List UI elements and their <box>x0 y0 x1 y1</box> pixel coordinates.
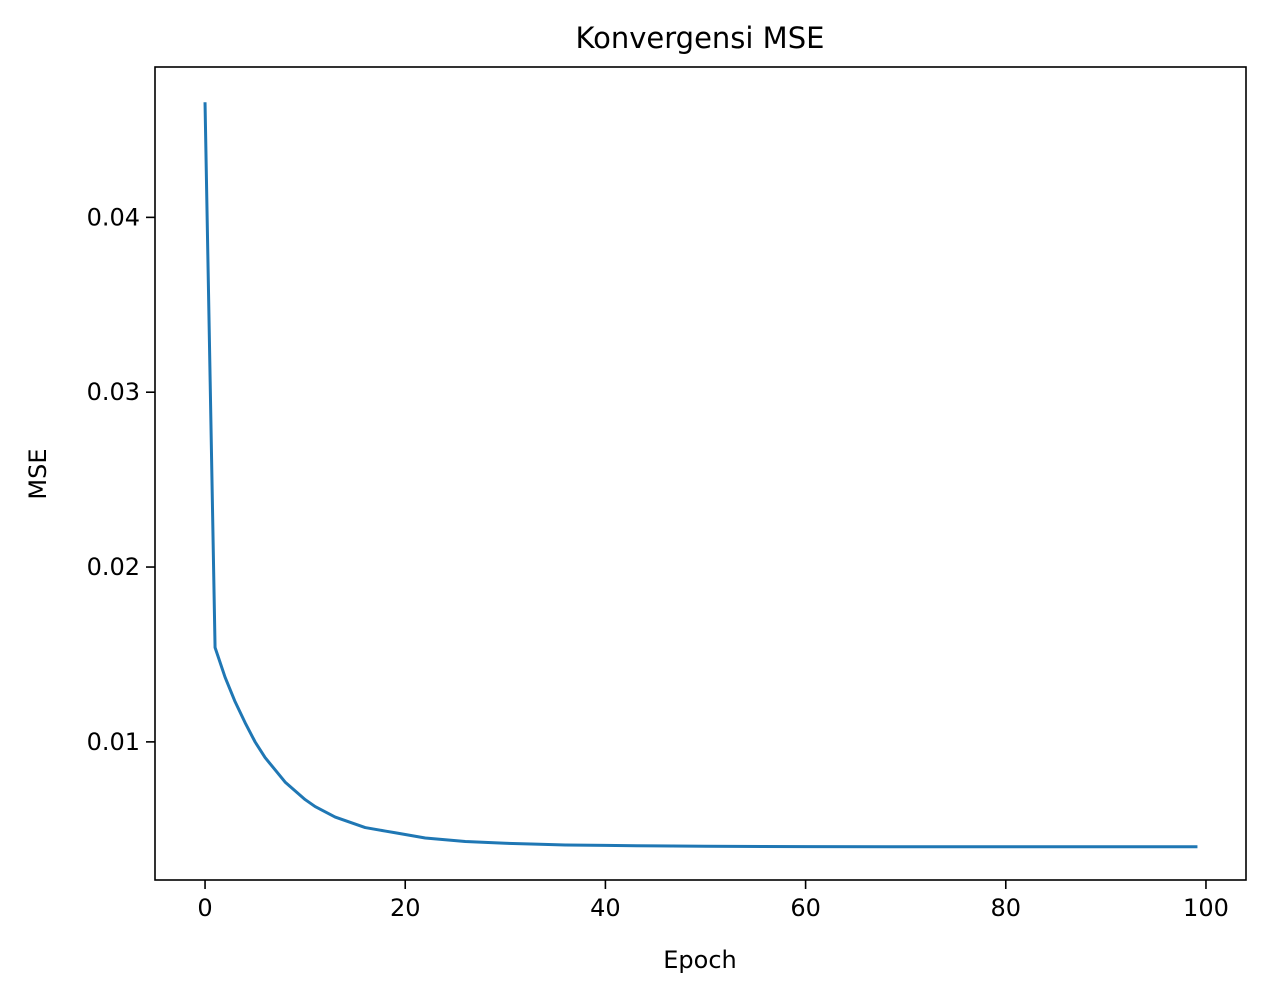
y-tick-label: 0.04 <box>87 203 140 231</box>
x-axis-label: Epoch <box>663 946 737 974</box>
y-tick-label: 0.01 <box>87 728 140 756</box>
plot-background <box>155 67 1246 880</box>
series-layer <box>203 102 1198 849</box>
x-tick-label: 60 <box>790 894 821 922</box>
plot-frame <box>154 66 1247 881</box>
x-tick-label: 80 <box>991 894 1022 922</box>
y-tick-label: 0.03 <box>87 378 140 406</box>
y-tick-label: 0.02 <box>87 553 140 581</box>
x-axis-ticks: 0 20 40 60 80 100 <box>197 880 1229 922</box>
y-axis-label: MSE <box>24 448 52 499</box>
x-tick-label: 40 <box>590 894 621 922</box>
x-tick-label: 0 <box>197 894 212 922</box>
plot-area <box>154 66 1247 881</box>
chart-title: Konvergensi MSE <box>576 21 825 55</box>
series-line-0 <box>203 102 1198 849</box>
y-axis-ticks: 0.01 0.02 0.03 0.04 <box>87 203 155 756</box>
x-tick-label: 20 <box>390 894 421 922</box>
x-tick-label: 100 <box>1183 894 1229 922</box>
